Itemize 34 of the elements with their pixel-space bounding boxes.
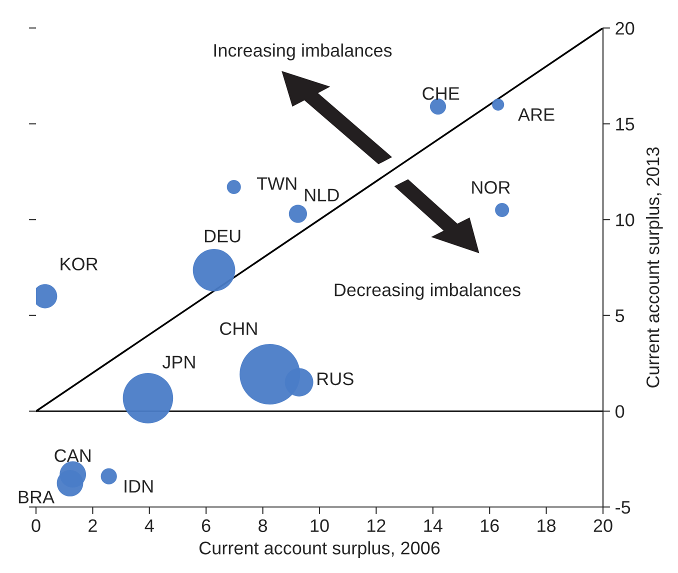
series-label: IDN — [124, 480, 153, 493]
y-tick-label: 0 — [616, 405, 624, 418]
x-tick-label: 20 — [594, 519, 612, 532]
series-label: JPN — [162, 356, 195, 369]
series-label: KOR — [60, 258, 98, 270]
y-axis-title: Current account surplus, 2013 — [646, 147, 663, 388]
x-tick-label: 2 — [88, 519, 97, 532]
series-label: BRA — [18, 490, 55, 504]
y-tick-label: 15 — [616, 118, 634, 131]
series-label: NLD — [305, 188, 339, 202]
x-tick-label: 14 — [424, 519, 442, 532]
annotation: Increasing imbalances — [214, 44, 392, 60]
x-tick-label: 10 — [310, 519, 329, 532]
y-tick-label: 20 — [616, 22, 634, 35]
x-tick-label: 0 — [32, 519, 40, 532]
series-label: CAN — [54, 449, 90, 462]
series-label: RUS — [318, 372, 354, 386]
x-tick-label: 6 — [202, 519, 210, 532]
series-label: DEU — [204, 230, 240, 242]
series-label: ARE — [518, 108, 554, 121]
x-tick-label: 16 — [480, 519, 499, 532]
x-tick-label: 18 — [538, 519, 556, 532]
y-tick-label: 10 — [616, 214, 634, 226]
y-tick-label: 5 — [616, 310, 624, 322]
x-tick-label: 12 — [368, 519, 386, 532]
series-label: NOR — [472, 181, 510, 194]
series-label: CHE — [422, 87, 460, 100]
series-label: CHN — [220, 322, 257, 335]
series-label: TWN — [256, 177, 296, 190]
y-tick-label: -5 — [616, 501, 630, 514]
x-axis-title: Current account surplus, 2006 — [199, 541, 440, 558]
x-tick-label: 8 — [258, 519, 268, 532]
annotation: Decreasing imbalances — [334, 283, 520, 300]
x-tick-label: 4 — [144, 519, 154, 532]
